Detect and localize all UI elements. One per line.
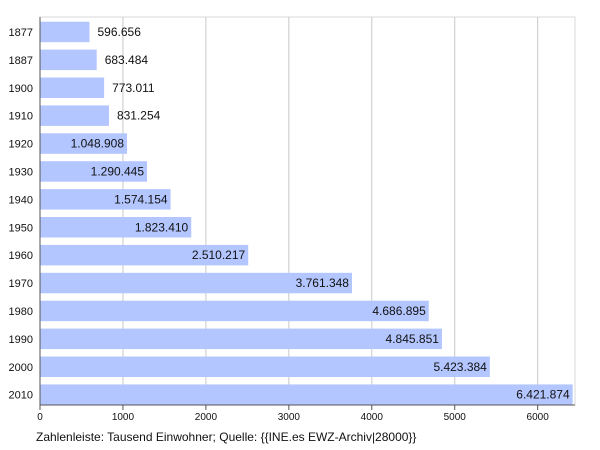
category-label-1990: 1990	[9, 334, 33, 346]
category-label-1960: 1960	[9, 250, 33, 262]
value-label-1920: 1.048.908	[71, 137, 125, 151]
value-label-1930: 1.290.445	[91, 164, 145, 178]
bar-1877	[40, 21, 90, 43]
bar-1980	[40, 300, 429, 322]
category-label-1970: 1970	[9, 278, 33, 290]
x-tick-label-1000: 1000	[112, 412, 135, 423]
chart-caption: Zahlenleiste: Tausend Einwohner; Quelle:…	[36, 430, 417, 444]
value-label-1980: 4.686.895	[372, 304, 426, 318]
x-tick-label-2000: 2000	[195, 412, 218, 423]
bar-1900	[40, 77, 105, 98]
category-label-1920: 1920	[9, 139, 33, 151]
bar-1990	[40, 328, 442, 350]
bar-2000	[40, 356, 490, 377]
category-label-1910: 1910	[9, 111, 33, 123]
x-tick-label-6000: 6000	[527, 412, 550, 423]
category-label-1887: 1887	[9, 55, 33, 67]
value-label-2010: 6.421.874	[516, 388, 570, 402]
bar-1920	[40, 133, 128, 154]
value-label-2000: 5.423.384	[433, 360, 487, 374]
bar-1950	[40, 217, 192, 238]
bar-1910	[40, 105, 109, 126]
value-label-1970: 3.761.348	[296, 276, 350, 290]
category-label-1980: 1980	[9, 306, 33, 318]
x-tick-label-0: 0	[37, 412, 43, 423]
bar-2010	[40, 384, 573, 405]
value-label-1990: 4.845.851	[386, 332, 440, 346]
category-label-1940: 1940	[9, 194, 33, 206]
bar-1960	[40, 244, 249, 266]
value-label-1910: 831.254	[117, 109, 161, 123]
value-label-1960: 2.510.217	[192, 248, 246, 262]
category-label-1900: 1900	[9, 83, 33, 95]
value-label-1877: 596.656	[97, 25, 141, 39]
category-label-1877: 1877	[9, 27, 33, 39]
x-tick-label-4000: 4000	[361, 412, 384, 423]
value-label-1887: 683.484	[105, 53, 149, 67]
category-label-1950: 1950	[9, 222, 33, 234]
bar-1970	[40, 272, 352, 294]
bar-1930	[40, 161, 148, 182]
category-label-2000: 2000	[9, 362, 33, 374]
bar-1887	[40, 49, 97, 71]
category-label-2010: 2010	[9, 390, 33, 402]
value-label-1950: 1.823.410	[135, 220, 189, 234]
category-label-1930: 1930	[9, 166, 33, 178]
value-label-1900: 773.011	[112, 81, 155, 95]
value-label-1940: 1.574.154	[114, 192, 168, 206]
x-tick-label-3000: 3000	[278, 412, 301, 423]
x-tick-label-5000: 5000	[444, 412, 467, 423]
bar-1940	[40, 189, 171, 210]
